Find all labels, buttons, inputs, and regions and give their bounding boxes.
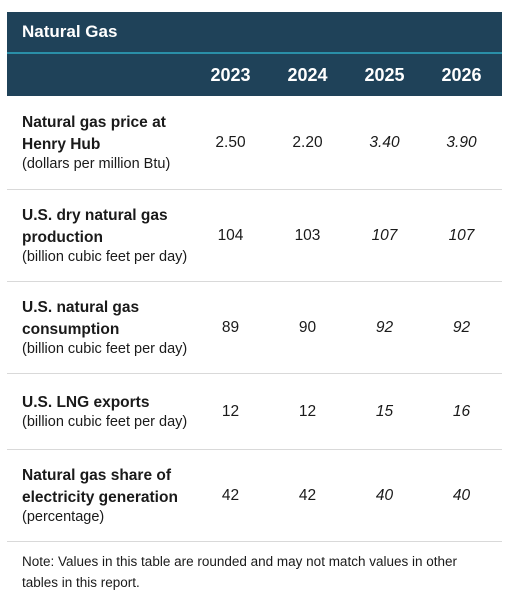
value-2024: 103 (294, 226, 321, 244)
natural-gas-table: Natural Gas 2023 2024 2025 2026 Natural … (7, 12, 502, 593)
table-row-electricity-share: Natural gas share of electricity generat… (7, 450, 502, 542)
row-label-unit: (billion cubic feet per day) (22, 414, 188, 430)
row-label-main: U.S. dry natural gas production (22, 207, 168, 246)
value-2026: 92 (452, 318, 471, 336)
row-label-main: Natural gas price at Henry Hub (22, 114, 166, 153)
value-2026: 107 (448, 226, 475, 244)
row-label: U.S. natural gas consumption (billion cu… (7, 297, 192, 358)
row-label-main: U.S. LNG exports (22, 394, 150, 411)
row-label: U.S. LNG exports (billion cubic feet per… (7, 392, 192, 431)
value-2023: 89 (221, 318, 240, 336)
value-2024: 42 (298, 486, 317, 504)
row-label-unit: (billion cubic feet per day) (22, 249, 188, 265)
row-label: U.S. dry natural gas production (billion… (7, 205, 192, 266)
value-2023: 2.50 (215, 133, 246, 151)
value-2024: 90 (298, 318, 317, 336)
table-row-gas-consumption: U.S. natural gas consumption (billion cu… (7, 282, 502, 374)
value-2025: 15 (375, 402, 394, 420)
row-label-unit: (billion cubic feet per day) (22, 341, 188, 357)
year-header-2025: 2025 (364, 64, 405, 85)
year-header-2026: 2026 (441, 64, 482, 85)
value-2023: 104 (217, 226, 244, 244)
table-title: Natural Gas (7, 12, 502, 52)
value-2023: 42 (221, 486, 240, 504)
row-label-main: U.S. natural gas consumption (22, 299, 140, 338)
row-label-unit: (percentage) (22, 509, 105, 525)
table-row-lng-exports: U.S. LNG exports (billion cubic feet per… (7, 374, 502, 450)
table-row-henry-hub-price: Natural gas price at Henry Hub (dollars … (7, 96, 502, 190)
value-2025: 107 (371, 226, 398, 244)
value-2025: 92 (375, 318, 394, 336)
value-2025: 3.40 (369, 133, 400, 151)
value-2026: 16 (452, 402, 471, 420)
row-label: Natural gas price at Henry Hub (dollars … (7, 112, 192, 173)
value-2025: 40 (375, 486, 394, 504)
value-2024: 2.20 (292, 133, 323, 151)
year-header-2024: 2024 (287, 64, 328, 85)
table-note: Note: Values in this table are rounded a… (22, 554, 458, 590)
row-label-main: Natural gas share of electricity generat… (22, 467, 178, 506)
value-2026: 3.90 (446, 133, 477, 151)
row-label: Natural gas share of electricity generat… (7, 465, 192, 526)
year-header-row: 2023 2024 2025 2026 (7, 52, 502, 96)
year-header-2023: 2023 (210, 64, 251, 85)
table-row-dry-gas-production: U.S. dry natural gas production (billion… (7, 190, 502, 282)
value-2023: 12 (221, 402, 240, 420)
row-label-unit: (dollars per million Btu) (22, 156, 171, 172)
value-2026: 40 (452, 486, 471, 504)
value-2024: 12 (298, 402, 317, 420)
